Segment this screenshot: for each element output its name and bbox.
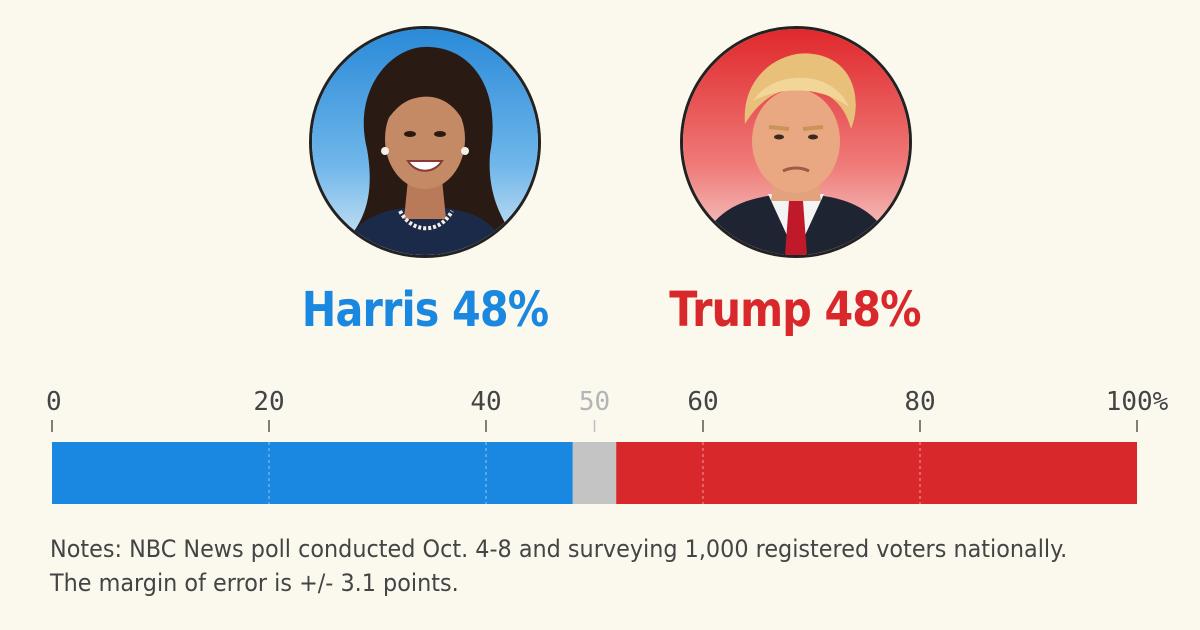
harris-label: Harris 48% bbox=[301, 282, 549, 338]
notes-text: Notes: NBC News poll conducted Oct. 4-8 … bbox=[50, 535, 1068, 597]
harris-portrait bbox=[309, 26, 541, 258]
poll-bar-chart: 0 20 40 50 60 80 100% bbox=[46, 387, 1169, 504]
trump-label: Trump 48% bbox=[669, 282, 921, 338]
tick-label: 50 bbox=[579, 387, 610, 417]
tick-label: 40 bbox=[470, 387, 501, 417]
tick-label: 20 bbox=[253, 387, 284, 417]
bar-segment-harris bbox=[52, 442, 573, 504]
tick-label: 60 bbox=[687, 387, 718, 417]
bar-segment-trump bbox=[616, 442, 1137, 504]
tick-label: 0 bbox=[46, 387, 62, 417]
tick-label: 80 bbox=[904, 387, 935, 417]
tick-label: 100% bbox=[1106, 387, 1169, 417]
bar-segment-other bbox=[572, 442, 617, 504]
trump-portrait bbox=[680, 26, 912, 258]
